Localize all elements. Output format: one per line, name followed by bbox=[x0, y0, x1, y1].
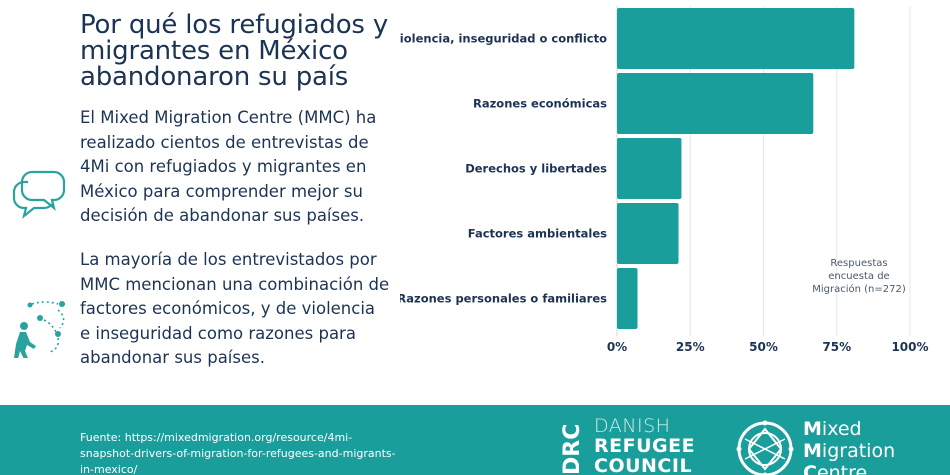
drc-logo-mark: DRC bbox=[560, 423, 585, 475]
mmc-globe-icon bbox=[736, 420, 794, 475]
drc-logo-line-2: REFUGEE bbox=[594, 435, 696, 457]
bar-3 bbox=[617, 203, 679, 264]
drc-logo: DRC DANISH REFUGEE COUNCIL bbox=[560, 415, 700, 475]
bar-1 bbox=[617, 73, 814, 134]
mmc-logo-line-2: Migration bbox=[803, 440, 896, 462]
category-label-2: Derechos y libertades bbox=[465, 162, 607, 176]
intro-paragraph-1: El Mixed Migration Centre (MMC) ha reali… bbox=[80, 108, 377, 225]
chart-category-labels: Violencia, inseguridad o conflicto Razone… bbox=[400, 32, 607, 306]
drc-logo-line-3: COUNCIL bbox=[594, 455, 693, 475]
migrant-walking-icon bbox=[14, 301, 65, 358]
mmc-logo-line-3: Centre bbox=[803, 462, 868, 475]
chart-note-line-1: encuesta de bbox=[828, 271, 889, 282]
source-text: Fuente: https://mixedmigration.org/resou… bbox=[80, 431, 396, 475]
bar-chart: Violencia, inseguridad o conflicto Razone… bbox=[400, 6, 929, 354]
category-label-0: Violencia, inseguridad o conflicto bbox=[400, 32, 607, 46]
drc-logo-line-1: DANISH bbox=[594, 415, 671, 437]
intro-paragraph-2: La mayoría de los entrevistados por MMC … bbox=[80, 250, 390, 367]
footer-banner: Fuente: https://mixedmigration.org/resou… bbox=[0, 405, 950, 475]
chart-note-line-0: Respuestas bbox=[830, 258, 887, 269]
bar-4 bbox=[617, 268, 638, 329]
category-label-1: Razones económicas bbox=[473, 97, 607, 111]
x-tick-label-2: 50% bbox=[749, 340, 778, 354]
mmc-logo-line-1: Mixed bbox=[803, 418, 862, 440]
bar-0 bbox=[617, 8, 855, 69]
x-tick-label-1: 25% bbox=[676, 340, 705, 354]
chat-bubbles-icon bbox=[12, 170, 66, 219]
page-title: Por qué los refugiados y migrantes en Mé… bbox=[80, 10, 389, 92]
chart-note-line-2: Migración (n=272) bbox=[812, 283, 906, 295]
category-label-3: Factores ambientales bbox=[468, 227, 607, 241]
x-tick-label-4: 100% bbox=[891, 340, 928, 354]
category-label-4: Razones personales o familiares bbox=[400, 292, 607, 306]
chart-bars bbox=[617, 8, 855, 329]
x-tick-label-0: 0% bbox=[607, 340, 627, 354]
bar-2 bbox=[617, 138, 682, 199]
mmc-logo: Mixed Migration Centre bbox=[735, 417, 945, 475]
x-tick-label-3: 75% bbox=[822, 340, 851, 354]
chart-x-ticks: 0% 25% 50% 75% 100% bbox=[607, 340, 929, 354]
